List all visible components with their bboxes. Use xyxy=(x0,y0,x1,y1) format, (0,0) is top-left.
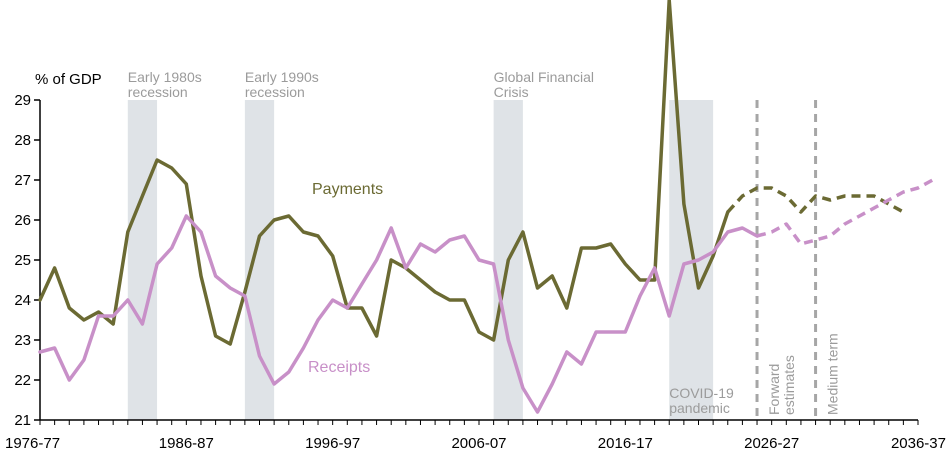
shaded-period-2 xyxy=(244,100,275,420)
y-tick-label: 21 xyxy=(14,412,31,429)
shaded-period-label-3: Crisis xyxy=(494,84,529,100)
vertical-marker-label-line: estimates xyxy=(781,355,797,415)
vertical-markers: Forward estimates Medium term xyxy=(755,100,841,420)
y-tick-label: 28 xyxy=(14,132,31,149)
shaded-period-label-2: Early 1990s xyxy=(245,69,319,85)
series-line-payments-projected xyxy=(726,186,905,214)
y-tick-label: 29 xyxy=(14,92,31,109)
shaded-period-label-4: pandemic xyxy=(669,400,730,416)
y-tick-label: 27 xyxy=(14,172,31,189)
shaded-period-4 xyxy=(669,100,714,420)
shaded-period-label-2: recession xyxy=(245,84,305,100)
x-tick-label: 2036-37 xyxy=(891,435,946,452)
series-lines xyxy=(38,0,934,414)
vertical-marker-label-1: Forward estimates xyxy=(766,355,797,415)
vertical-marker-label-line: Forward xyxy=(766,364,782,415)
axes: 21 22 23 24 25 26 27 28 29 1976-77 1986-87 1996-97 2… xyxy=(5,92,946,452)
y-tick-label: 26 xyxy=(14,212,31,229)
x-tick-label: 1996-97 xyxy=(305,435,360,452)
series-label-payments: Payments xyxy=(312,181,383,198)
shaded-period-label-3: Global Financial xyxy=(494,69,594,85)
y-tick-label: 23 xyxy=(14,332,31,349)
x-tick-label: 2006-07 xyxy=(451,435,506,452)
x-tick-label: 1986-87 xyxy=(159,435,214,452)
vertical-marker-label-2: Medium term xyxy=(825,333,841,415)
x-tick-label: 1976-77 xyxy=(5,435,60,452)
shaded-period-label-1: Early 1980s xyxy=(128,69,202,85)
shaded-period-label-1: recession xyxy=(128,84,188,100)
shaded-period-1 xyxy=(127,100,158,420)
shaded-period-label-4: COVID-19 xyxy=(669,385,734,401)
x-tick-label: 2016-17 xyxy=(598,435,653,452)
series-line-receipts-actual xyxy=(38,214,759,414)
x-tick-label: 2026-27 xyxy=(744,435,799,452)
y-tick-label: 22 xyxy=(14,372,31,389)
series-line-receipts-projected xyxy=(756,178,934,246)
vertical-marker-label-line: Medium term xyxy=(825,333,841,415)
y-tick-label: 24 xyxy=(14,292,31,309)
y-tick-label: 25 xyxy=(14,252,31,269)
y-axis-label: % of GDP xyxy=(35,71,102,88)
series-line-payments-actual xyxy=(38,0,730,346)
series-label-receipts: Receipts xyxy=(308,359,370,376)
